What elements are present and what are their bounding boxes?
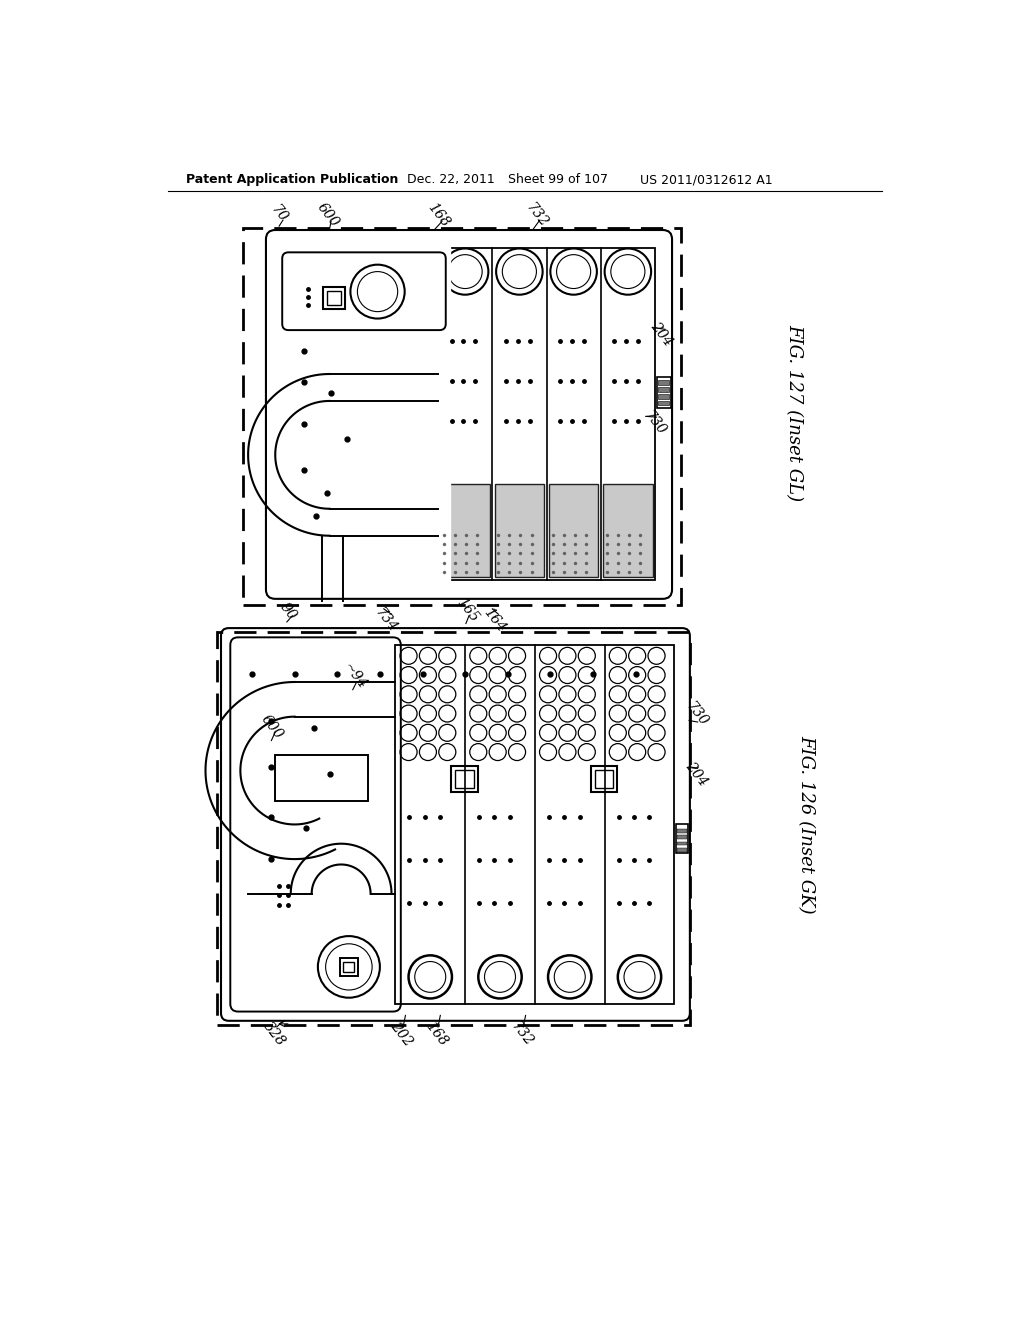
Text: ~94: ~94: [340, 661, 369, 693]
Text: 730: 730: [641, 408, 668, 438]
Bar: [440, 483, 489, 577]
Bar: [656, 378, 671, 408]
Bar: [324, 286, 345, 309]
Bar: [678, 829, 687, 833]
Bar: [603, 483, 652, 577]
Text: 732: 732: [508, 1019, 536, 1048]
Text: 204: 204: [682, 759, 710, 788]
Bar: [328, 290, 341, 305]
Bar: [678, 842, 687, 845]
Text: 730: 730: [683, 700, 711, 729]
Text: Sheet 99 of 107: Sheet 99 of 107: [508, 173, 608, 186]
Bar: [676, 824, 688, 853]
Bar: [549, 483, 598, 577]
Text: 732: 732: [522, 201, 550, 230]
Bar: [658, 380, 669, 384]
Text: 734: 734: [373, 606, 399, 635]
Text: 90: 90: [278, 599, 299, 623]
Text: 168: 168: [424, 201, 452, 230]
Bar: [678, 847, 687, 851]
Text: 328: 328: [260, 1019, 288, 1048]
Bar: [678, 836, 687, 840]
Text: 70: 70: [268, 202, 290, 226]
Bar: [243, 227, 681, 605]
Bar: [438, 248, 655, 581]
Text: FIG. 127 (Inset GL): FIG. 127 (Inset GL): [785, 323, 804, 502]
Circle shape: [317, 936, 380, 998]
Bar: [658, 387, 669, 392]
Bar: [340, 958, 358, 977]
Bar: [455, 770, 474, 788]
Text: 164: 164: [481, 606, 508, 635]
Bar: [495, 483, 544, 577]
Text: Dec. 22, 2011: Dec. 22, 2011: [407, 173, 495, 186]
FancyBboxPatch shape: [276, 240, 452, 589]
Bar: [395, 645, 675, 1003]
Bar: [658, 393, 669, 399]
Text: 600: 600: [314, 201, 342, 230]
Text: US 2011/0312612 A1: US 2011/0312612 A1: [640, 173, 772, 186]
Bar: [591, 766, 617, 792]
Bar: [343, 961, 354, 973]
Text: Patent Application Publication: Patent Application Publication: [186, 173, 398, 186]
Bar: [452, 766, 477, 792]
Text: 202: 202: [388, 1019, 416, 1048]
Bar: [275, 755, 369, 801]
Bar: [658, 401, 669, 405]
Text: 168: 168: [423, 1019, 451, 1048]
Text: 204: 204: [647, 319, 675, 348]
Bar: [595, 770, 613, 788]
Text: 600: 600: [258, 713, 286, 742]
Text: 165: 165: [454, 595, 481, 626]
Bar: [217, 632, 690, 1024]
Text: FIG. 126 (Inset GK): FIG. 126 (Inset GK): [797, 735, 815, 913]
